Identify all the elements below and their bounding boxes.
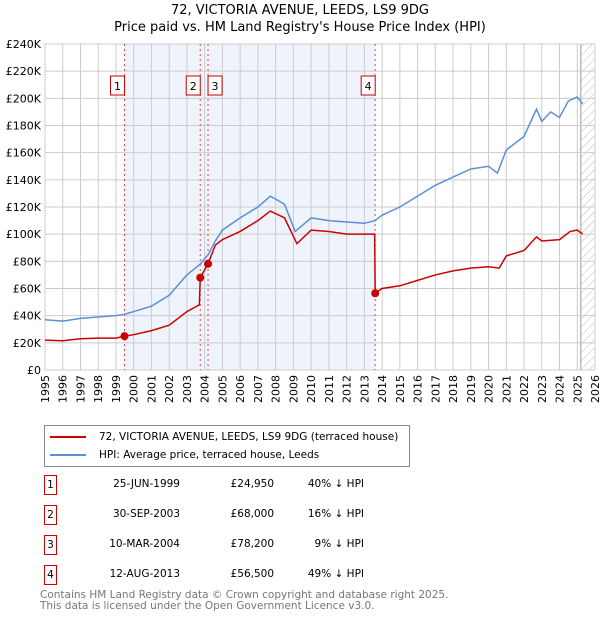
marker-number: 2: [190, 80, 197, 93]
y-tick-label: £80K: [13, 255, 42, 268]
sale-point: [371, 289, 380, 298]
transaction-row: 4 12-AUG-2013 £56,500 49% ↓ HPI: [44, 565, 544, 585]
y-tick-label: £140K: [6, 174, 42, 187]
x-tick-label: 2020: [483, 375, 496, 403]
marker-box: [185, 75, 201, 96]
marker-label-box: 1: [109, 75, 125, 96]
series-line: [44, 96, 584, 322]
legend-item-property: 72, VICTORIA AVENUE, LEEDS, LS9 9DG (ter…: [45, 429, 398, 445]
x-tick-label: 2012: [341, 375, 354, 403]
legend: 72, VICTORIA AVENUE, LEEDS, LS9 9DG (ter…: [44, 425, 410, 467]
transaction-price: £78,200: [230, 538, 274, 550]
x-tick-label: 2006: [234, 375, 247, 403]
x-tick-label: 2008: [270, 375, 283, 403]
x-tick-label: 2021: [500, 375, 513, 403]
chart-title: 72, VICTORIA AVENUE, LEEDS, LS9 9DG: [170, 3, 429, 18]
marker-number: 1: [114, 80, 121, 93]
y-tick-label: £20K: [13, 337, 42, 350]
marker-label-box: 4: [360, 75, 376, 96]
x-tick-label: 2022: [518, 375, 531, 403]
transaction-number: 2: [44, 505, 57, 525]
x-tick-label: 2011: [323, 375, 336, 403]
transaction-date: 12-AUG-2013: [109, 568, 180, 580]
x-tick-label: 2024: [554, 375, 567, 403]
x-tick-label: 2026: [589, 375, 600, 403]
legend-label: HPI: Average price, terraced house, Leed…: [99, 449, 320, 461]
transaction-row: 3 10-MAR-2004 £78,200 9% ↓ HPI: [44, 535, 544, 555]
transaction-hpi: 9% ↓ HPI: [314, 538, 364, 550]
sale-point: [120, 332, 129, 341]
x-tick-label: 2018: [447, 375, 460, 403]
x-tick-label: 2015: [394, 375, 407, 403]
x-tick-label: 1996: [57, 375, 70, 403]
marker-box: [360, 75, 376, 96]
legend-label: 72, VICTORIA AVENUE, LEEDS, LS9 9DG (ter…: [99, 431, 399, 443]
sale-point: [196, 273, 205, 282]
legend-swatch-blue: [50, 454, 86, 456]
y-tick-label: £40K: [13, 310, 42, 323]
footer-copyright: Contains HM Land Registry data © Crown c…: [40, 589, 449, 601]
transaction-date: 30-SEP-2003: [112, 508, 180, 520]
footer-licence: This data is licensed under the Open Gov…: [40, 599, 375, 612]
x-tick-label: 2017: [429, 375, 442, 403]
x-tick-label: 2025: [571, 375, 584, 403]
marker-number: 3: [212, 80, 219, 93]
x-tick-label: 1995: [39, 375, 52, 403]
sale-point: [204, 259, 213, 268]
x-tick-label: 2013: [358, 375, 371, 403]
transaction-price: £68,000: [230, 508, 274, 520]
x-tick-label: 2007: [252, 375, 265, 403]
transaction-number: 4: [44, 565, 57, 585]
transaction-hpi: 16% ↓ HPI: [307, 508, 364, 520]
chart-subtitle: Price paid vs. HM Land Registry's House …: [114, 20, 486, 35]
transaction-price: £56,500: [230, 568, 274, 580]
marker-number: 4: [365, 80, 372, 93]
transaction-price: £24,950: [230, 478, 274, 490]
legend-item-hpi: HPI: Average price, terraced house, Leed…: [45, 447, 319, 463]
x-tick-label: 2004: [199, 375, 212, 403]
marker-box: [207, 75, 223, 96]
x-tick-label: 1999: [110, 375, 123, 403]
transaction-number: 3: [44, 535, 57, 555]
y-tick-label: £160K: [6, 147, 42, 160]
marker-box: [109, 75, 125, 96]
y-tick-label: £120K: [6, 201, 42, 214]
series-line: [44, 210, 584, 342]
y-tick-label: £0: [27, 364, 41, 377]
transaction-date: 25-JUN-1999: [113, 478, 180, 490]
x-tick-label: 2016: [412, 375, 425, 403]
marker-label-box: 2: [185, 75, 201, 96]
legend-swatch-red: [50, 436, 86, 438]
transaction-hpi: 49% ↓ HPI: [307, 568, 364, 580]
y-tick-label: £100K: [6, 228, 42, 241]
transaction-hpi: 40% ↓ HPI: [307, 478, 364, 490]
plot-border: [44, 43, 596, 371]
y-tick-label: £60K: [13, 283, 42, 296]
x-tick-label: 2003: [181, 375, 194, 403]
x-tick-label: 2014: [376, 375, 389, 403]
x-tick-label: 1998: [92, 375, 105, 403]
x-tick-label: 2019: [465, 375, 478, 403]
footer: Contains HM Land Registry data © Crown c…: [40, 590, 448, 611]
x-tick-label: 2002: [163, 375, 176, 403]
x-tick-label: 2023: [536, 375, 549, 403]
x-tick-label: 1997: [74, 375, 87, 403]
y-tick-label: £200K: [6, 92, 42, 105]
y-tick-label: £220K: [6, 65, 42, 78]
x-tick-label: 2001: [145, 375, 158, 403]
transaction-row: 1 25-JUN-1999 £24,950 40% ↓ HPI: [44, 475, 544, 495]
x-tick-label: 2009: [287, 375, 300, 403]
price-chart: 1995 1996 1997 1998 1999 2000 2001 2002 2003 2004…: [6, 38, 600, 403]
x-tick-label: 2005: [216, 375, 229, 403]
x-tick-label: 2000: [128, 375, 141, 403]
transaction-date: 10-MAR-2004: [109, 538, 180, 550]
transaction-number: 1: [44, 475, 57, 495]
transaction-row: 2 30-SEP-2003 £68,000 16% ↓ HPI: [44, 505, 544, 525]
y-tick-label: £180K: [6, 120, 42, 133]
marker-label-box: 3: [207, 75, 223, 96]
y-tick-label: £240K: [6, 38, 42, 51]
x-tick-label: 2010: [305, 375, 318, 403]
